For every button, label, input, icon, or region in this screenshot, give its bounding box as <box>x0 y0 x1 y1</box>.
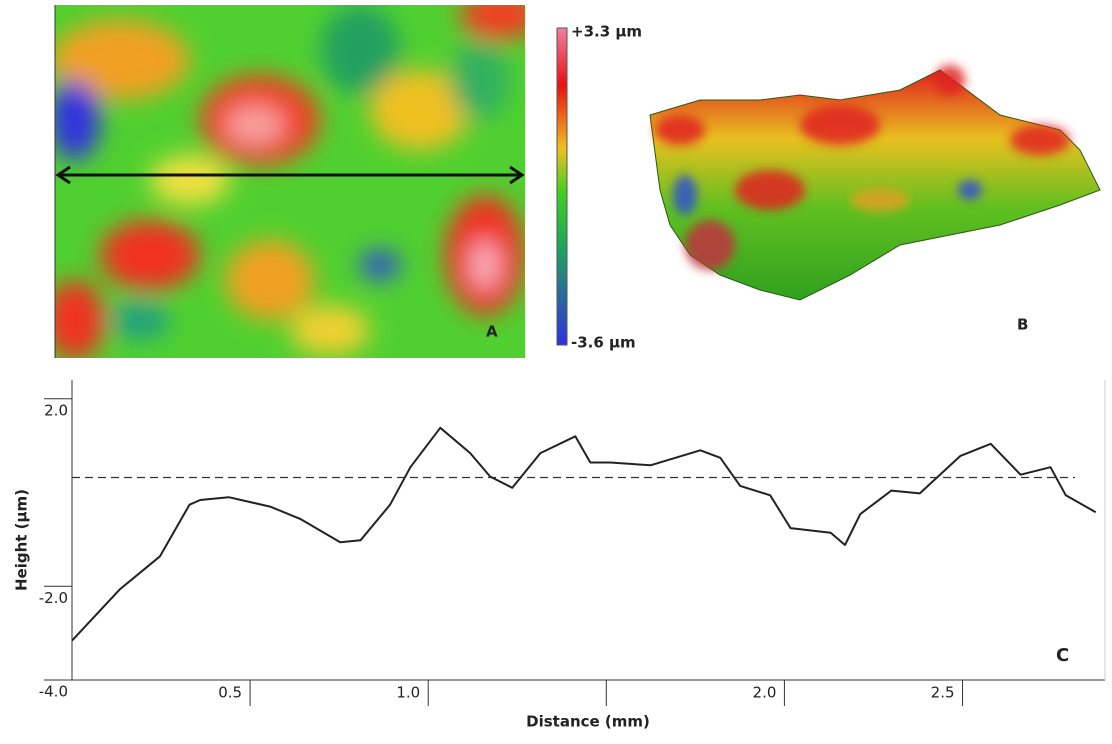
x-tick-label: 2.5 <box>931 684 955 702</box>
x-tick-label: 0.5 <box>218 684 242 702</box>
panel-label: A <box>486 323 498 341</box>
y-tick-label: -2.0 <box>39 589 68 607</box>
arrowheads <box>55 165 525 185</box>
profile-chart: -4.0 -2.0 2.0 0.5 1.0 2.0 2.5 <box>39 398 1097 706</box>
y-axis-label: Height (µm) <box>13 489 31 591</box>
y-tick-label: 2.0 <box>44 401 68 419</box>
x-axis-label: Distance (mm) <box>526 713 650 731</box>
colorbar <box>556 27 568 346</box>
height-map <box>55 5 525 358</box>
panel-label: C <box>1056 645 1069 666</box>
colorbar-label: +3.3 µm <box>571 23 642 41</box>
y-tick-label: -4.0 <box>39 683 68 701</box>
panel-label: B <box>1017 316 1028 334</box>
x-tick-label: 1.0 <box>396 684 420 702</box>
profile-line <box>71 426 1097 642</box>
colorbar-label: -3.6 µm <box>571 334 636 352</box>
x-tick-label: 2.0 <box>753 684 777 702</box>
surface-3d <box>649 65 1101 301</box>
